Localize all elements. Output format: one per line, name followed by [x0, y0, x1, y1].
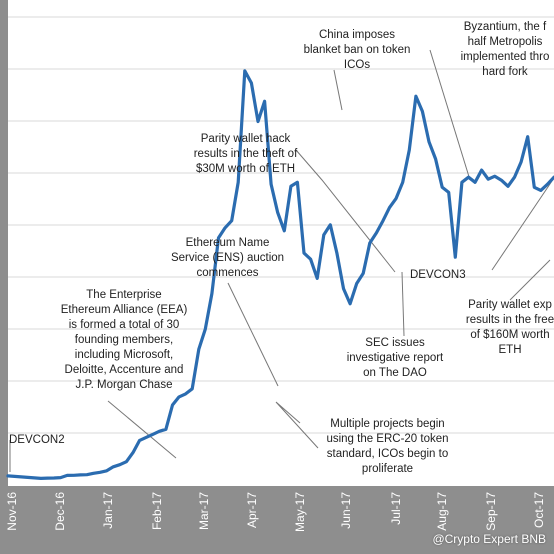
annotation-leader-line — [275, 401, 319, 449]
x-tick-label: Oct-17 — [532, 492, 546, 528]
annotation-leader-line — [509, 259, 551, 301]
x-tick-label: May-17 — [293, 492, 307, 532]
annotation-label: SEC issues investigative report on The D… — [346, 337, 444, 379]
annotation-label: DEVCON3 — [410, 269, 466, 281]
annotation-label: China imposes blanket ban on token ICOs — [303, 29, 411, 71]
x-tick-label: Nov-16 — [5, 492, 19, 531]
x-tick-label: Sep-17 — [484, 492, 498, 531]
annotation-label: The Enterprise Ethereum Alliance (EEA) i… — [60, 289, 188, 391]
bottom-axis-band — [0, 486, 554, 554]
annotation-label: Byzantium, the f half Metropolis impleme… — [460, 21, 550, 78]
annotation-leader-line — [227, 282, 279, 387]
annotation-label: Parity wallet exp results in the free of… — [465, 299, 554, 356]
x-tick-label: Apr-17 — [245, 492, 259, 528]
x-tick-label: Jun-17 — [339, 492, 353, 529]
x-tick-label: Jul-17 — [389, 492, 403, 525]
x-tick-label: Aug-17 — [435, 492, 449, 531]
annotation-leader-line — [107, 400, 177, 459]
x-tick-label: Mar-17 — [197, 492, 211, 530]
x-tick-label: Jan-17 — [101, 492, 115, 529]
annotation-leader-line — [491, 177, 554, 271]
annotation-label: Multiple projects begin using the ERC-20… — [326, 418, 449, 475]
price-series-line — [6, 69, 554, 480]
annotation-leader-line — [429, 49, 471, 181]
annotation-label: DEVCON2 — [9, 434, 65, 446]
watermark-text: @Crypto Expert BNB — [432, 532, 546, 546]
left-axis-band — [0, 0, 8, 554]
annotation-leader-line — [333, 69, 343, 111]
x-tick-label: Dec-16 — [53, 492, 67, 531]
annotation-leader-line — [401, 271, 405, 337]
annotation-label: Ethereum Name Service (ENS) auction comm… — [170, 237, 285, 279]
x-tick-label: Feb-17 — [150, 492, 164, 530]
annotation-label: Parity wallet hack results in the theft … — [193, 133, 298, 175]
